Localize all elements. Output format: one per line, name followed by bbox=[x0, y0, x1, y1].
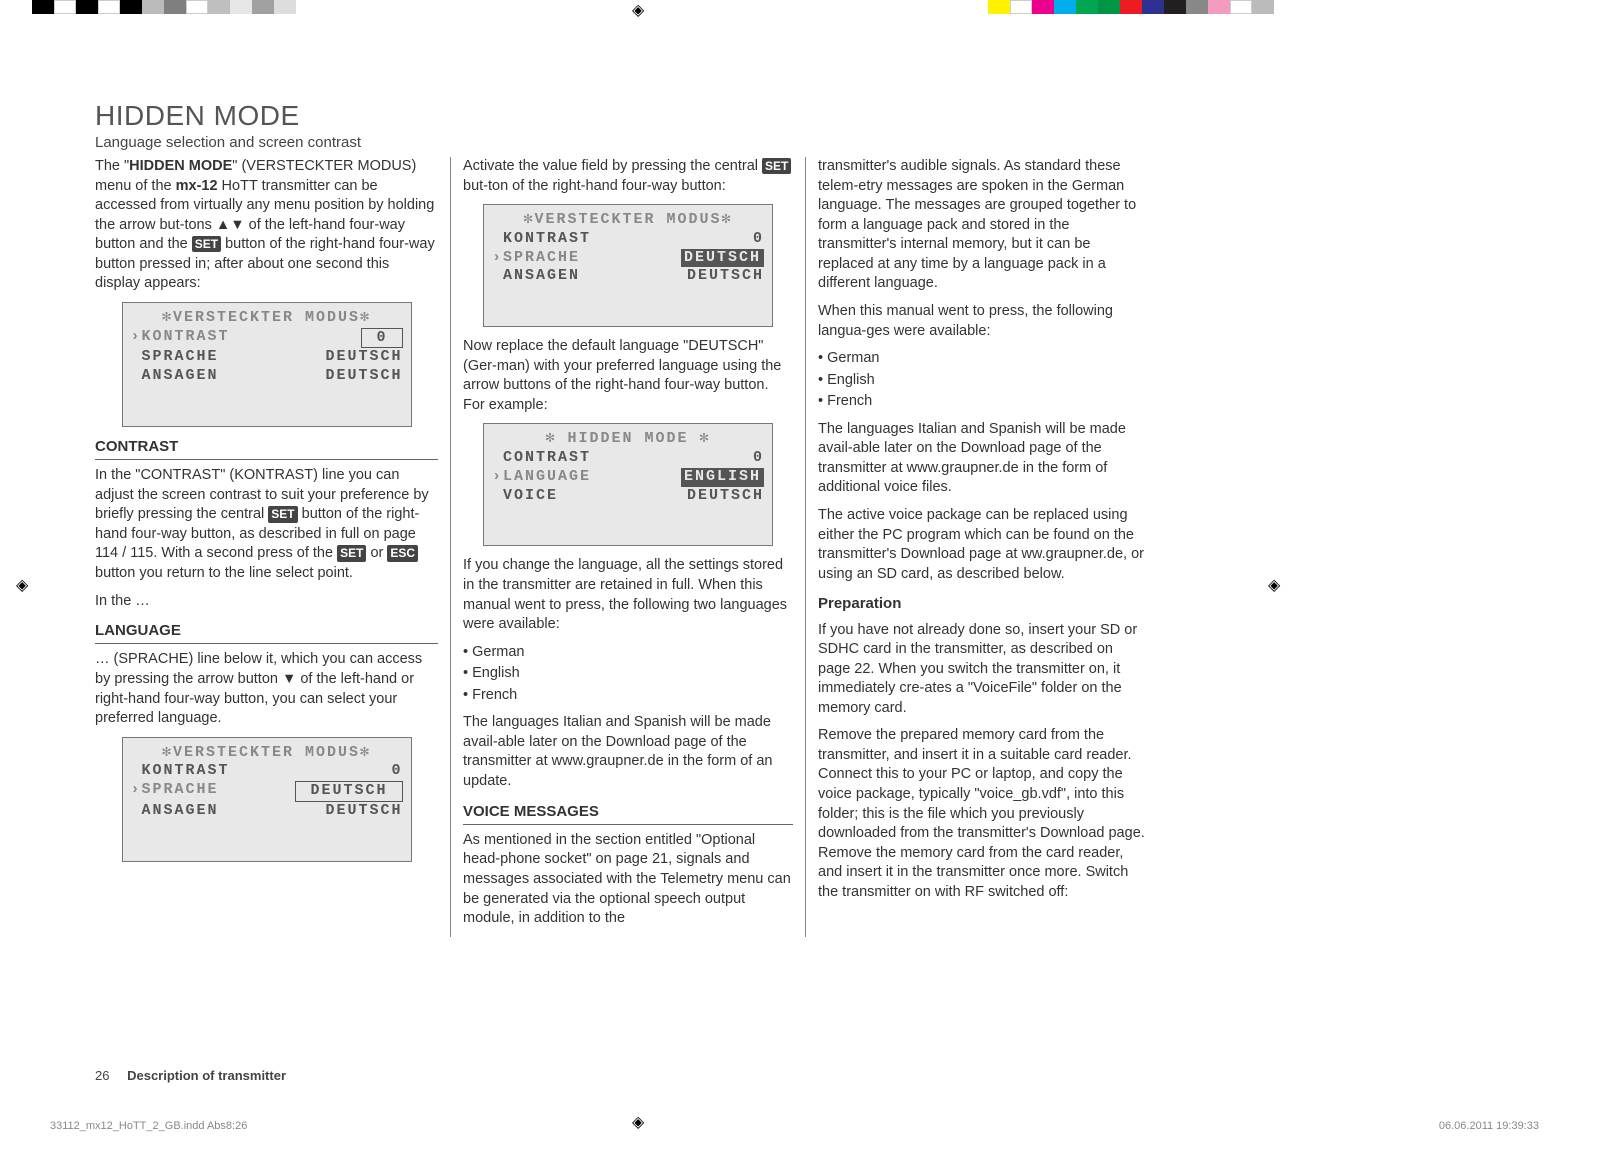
lcd-row-label: ANSAGEN bbox=[131, 802, 219, 821]
lcd-row-label: ANSAGEN bbox=[492, 267, 580, 286]
lcd-row-label: ANSAGEN bbox=[131, 367, 219, 386]
lcd-row-label: CONTRAST bbox=[492, 449, 591, 468]
list-item: German bbox=[463, 643, 793, 663]
list-item: French bbox=[463, 686, 793, 706]
set-button-label: SET bbox=[337, 545, 366, 561]
c3-lang-list: German English French bbox=[818, 349, 1148, 412]
c2-para-activate: Activate the value field by pressing the… bbox=[463, 157, 793, 196]
set-button-label: SET bbox=[192, 236, 221, 252]
lcd-row-value-selected: DEUTSCH bbox=[681, 249, 764, 268]
list-item: English bbox=[818, 371, 1148, 391]
lcd-screen-3: ✻VERSTECKTER MODUS✻ KONTRAST 0 ›SPRACHE DE… bbox=[483, 204, 773, 327]
c3-para-2: When this manual went to press, the foll… bbox=[818, 302, 1148, 341]
esc-button-label: ESC bbox=[387, 545, 418, 561]
c3-para-3: The languages Italian and Spanish will b… bbox=[818, 420, 1148, 498]
registration-mark-top: ◈ bbox=[632, 0, 644, 20]
c3-para-1: transmitter's audible signals. As standa… bbox=[818, 157, 1148, 294]
c2-para-voice: As mentioned in the section entitled "Op… bbox=[463, 831, 793, 929]
page-title: HIDDEN MODE bbox=[95, 100, 1195, 132]
column-3: transmitter's audible signals. As standa… bbox=[805, 157, 1160, 937]
footer-section: Description of transmitter bbox=[127, 1068, 286, 1083]
lcd-row-value: DEUTSCH bbox=[325, 367, 402, 386]
lcd-row-value: 0 bbox=[753, 230, 764, 249]
lcd-screen-4: ✻ HIDDEN MODE ✻ CONTRAST 0 ›LANGUAGE ENGLI… bbox=[483, 423, 773, 546]
set-button-label: SET bbox=[762, 158, 791, 174]
c1-para-language: … (SPRACHE) line below it, which you can… bbox=[95, 650, 438, 728]
lcd-row-label: ›SPRACHE bbox=[492, 249, 580, 268]
list-item: French bbox=[818, 392, 1148, 412]
lcd-row-label: SPRACHE bbox=[131, 348, 219, 367]
lcd-row-label: VOICE bbox=[492, 487, 558, 506]
column-2: Activate the value field by pressing the… bbox=[450, 157, 805, 937]
c3-para-4: The active voice package can be replaced… bbox=[818, 506, 1148, 584]
page-footer: 26 Description of transmitter bbox=[95, 1068, 286, 1083]
bold-text: HIDDEN MODE bbox=[129, 158, 232, 174]
lcd-row-value: 0 bbox=[391, 762, 402, 781]
lcd-row-value: DEUTSCH bbox=[687, 487, 764, 506]
text: button you return to the line select poi… bbox=[95, 565, 353, 581]
heading-contrast: CONTRAST bbox=[95, 437, 438, 460]
lcd-row-label: KONTRAST bbox=[131, 762, 230, 781]
lcd-row-label: ›LANGUAGE bbox=[492, 468, 591, 487]
print-color-bars bbox=[0, 0, 1599, 14]
lcd-row-value: DEUTSCH bbox=[325, 802, 402, 821]
registration-mark-left: ◈ bbox=[16, 575, 28, 595]
page-subtitle: Language selection and screen contrast bbox=[95, 134, 1195, 151]
c2-para-replace: Now replace the default language "DEUTSC… bbox=[463, 337, 793, 415]
page-content: HIDDEN MODE Language selection and scree… bbox=[95, 100, 1195, 937]
lcd-row-value: DEUTSCH bbox=[295, 781, 402, 802]
lcd-title: ✻VERSTECKTER MODUS✻ bbox=[492, 211, 764, 230]
lcd-screen-1: ✻VERSTECKTER MODUS✻ ›KONTRAST 0 SPRACHE DE… bbox=[122, 302, 412, 427]
c1-para-intro: The "HIDDEN MODE" (VERSTECKTER MODUS) me… bbox=[95, 157, 438, 294]
lcd-row-label: ›SPRACHE bbox=[131, 781, 219, 802]
list-item: English bbox=[463, 664, 793, 684]
lcd-title: ✻VERSTECKTER MODUS✻ bbox=[131, 309, 403, 328]
text: or bbox=[366, 545, 387, 561]
lcd-row-value: 0 bbox=[753, 449, 764, 468]
lcd-title: ✻ HIDDEN MODE ✻ bbox=[492, 430, 764, 449]
columns: The "HIDDEN MODE" (VERSTECKTER MODUS) me… bbox=[95, 157, 1195, 937]
text: The " bbox=[95, 158, 129, 174]
lcd-row-label: ›KONTRAST bbox=[131, 328, 230, 349]
page-number: 26 bbox=[95, 1068, 109, 1083]
bold-text: mx-12 bbox=[176, 178, 218, 194]
set-button-label: SET bbox=[268, 506, 297, 522]
lcd-row-label: KONTRAST bbox=[492, 230, 591, 249]
c1-para-inthe: In the … bbox=[95, 592, 438, 612]
heading-voice: VOICE MESSAGES bbox=[463, 802, 793, 825]
c3-para-5: If you have not already done so, insert … bbox=[818, 621, 1148, 719]
c2-para-italian: The languages Italian and Spanish will b… bbox=[463, 713, 793, 791]
registration-mark-bottom: ◈ bbox=[632, 1112, 644, 1132]
lcd-screen-2: ✻VERSTECKTER MODUS✻ KONTRAST 0 ›SPRACHE DE… bbox=[122, 737, 412, 862]
heading-language: LANGUAGE bbox=[95, 621, 438, 644]
print-meta-left: 33112_mx12_HoTT_2_GB.indd Abs8:26 bbox=[50, 1120, 247, 1132]
column-1: The "HIDDEN MODE" (VERSTECKTER MODUS) me… bbox=[95, 157, 450, 937]
text: Activate the value field by pressing the… bbox=[463, 158, 762, 174]
heading-preparation: Preparation bbox=[818, 594, 1148, 614]
print-meta-right: 06.06.2011 19:39:33 bbox=[1439, 1120, 1539, 1132]
lcd-row-value-selected: ENGLISH bbox=[681, 468, 764, 487]
list-item: German bbox=[818, 349, 1148, 369]
lcd-row-value: DEUTSCH bbox=[687, 267, 764, 286]
lcd-title: ✻VERSTECKTER MODUS✻ bbox=[131, 744, 403, 763]
c3-para-6: Remove the prepared memory card from the… bbox=[818, 726, 1148, 902]
c1-para-contrast: In the "CONTRAST" (KONTRAST) line you ca… bbox=[95, 466, 438, 583]
text: but-ton of the right-hand four-way butto… bbox=[463, 178, 726, 194]
c2-lang-list: German English French bbox=[463, 643, 793, 706]
c2-para-retained: If you change the language, all the sett… bbox=[463, 556, 793, 634]
lcd-row-value: 0 bbox=[361, 328, 402, 349]
registration-mark-right: ◈ bbox=[1268, 575, 1280, 595]
lcd-row-value: DEUTSCH bbox=[325, 348, 402, 367]
